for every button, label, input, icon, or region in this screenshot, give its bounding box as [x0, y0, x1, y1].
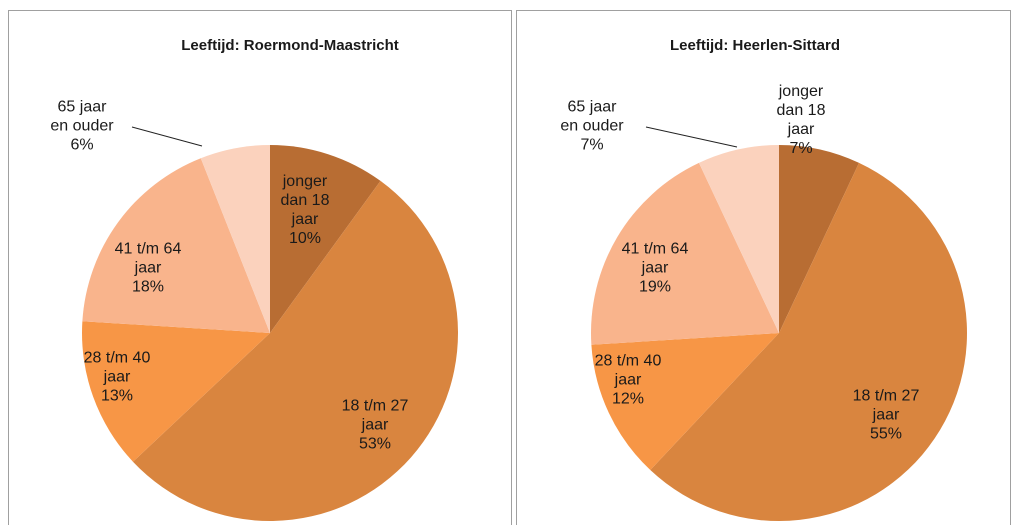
leader-line: [645, 126, 738, 148]
value-label: 10%: [289, 230, 321, 247]
value-label: 55%: [870, 426, 902, 443]
pie-slice: [270, 145, 381, 333]
value-label: 7%: [580, 137, 603, 154]
value-label: 12%: [612, 391, 644, 408]
slice-label: 65 jaar en ouder 7%: [560, 99, 624, 154]
slice-label: 41 t/m 64 jaar 18%: [115, 241, 182, 296]
pie-slice: [650, 162, 967, 522]
category-label: 41 t/m 64 jaar: [115, 241, 182, 277]
value-label: 7%: [789, 140, 812, 157]
category-label: 18 t/m 27 jaar: [853, 388, 920, 424]
pie-slice: [698, 145, 779, 333]
slice-label: 18 t/m 27 jaar 55%: [853, 388, 920, 443]
category-label: 41 t/m 64 jaar: [622, 241, 689, 277]
slice-label: 28 t/m 40 jaar 12%: [595, 353, 662, 408]
pie-slice: [132, 180, 459, 522]
slice-label: 18 t/m 27 jaar 53%: [342, 398, 409, 453]
value-label: 19%: [639, 279, 671, 296]
category-label: jonger dan 18 jaar: [777, 83, 826, 138]
leader-line: [131, 126, 203, 147]
slice-label: 28 t/m 40 jaar 13%: [84, 350, 151, 405]
value-label: 13%: [101, 388, 133, 405]
pie-slice: [591, 162, 779, 345]
value-label: 18%: [132, 279, 164, 296]
chart-title: Leeftijd: Roermond-Maastricht: [181, 37, 399, 54]
chart-title: Leeftijd: Heerlen-Sittard: [670, 37, 840, 54]
slice-label: jonger dan 18 jaar 10%: [281, 173, 330, 247]
category-label: 28 t/m 40 jaar: [595, 353, 662, 389]
value-label: 53%: [359, 436, 391, 453]
value-label: 6%: [70, 137, 93, 154]
pie-slice: [82, 321, 270, 462]
pie-slice: [82, 158, 270, 333]
pie-slice: [591, 333, 779, 471]
category-label: 65 jaar en ouder: [560, 99, 624, 135]
slice-label: 41 t/m 64 jaar 19%: [622, 241, 689, 296]
pie-slice: [200, 145, 270, 333]
slice-label: 65 jaar en ouder 6%: [50, 99, 114, 154]
pie-slice: [779, 145, 860, 333]
category-label: 65 jaar en ouder: [50, 99, 114, 135]
category-label: 28 t/m 40 jaar: [84, 350, 151, 386]
slice-label: jonger dan 18 jaar 7%: [777, 83, 826, 157]
category-label: jonger dan 18 jaar: [281, 173, 330, 228]
category-label: 18 t/m 27 jaar: [342, 398, 409, 434]
